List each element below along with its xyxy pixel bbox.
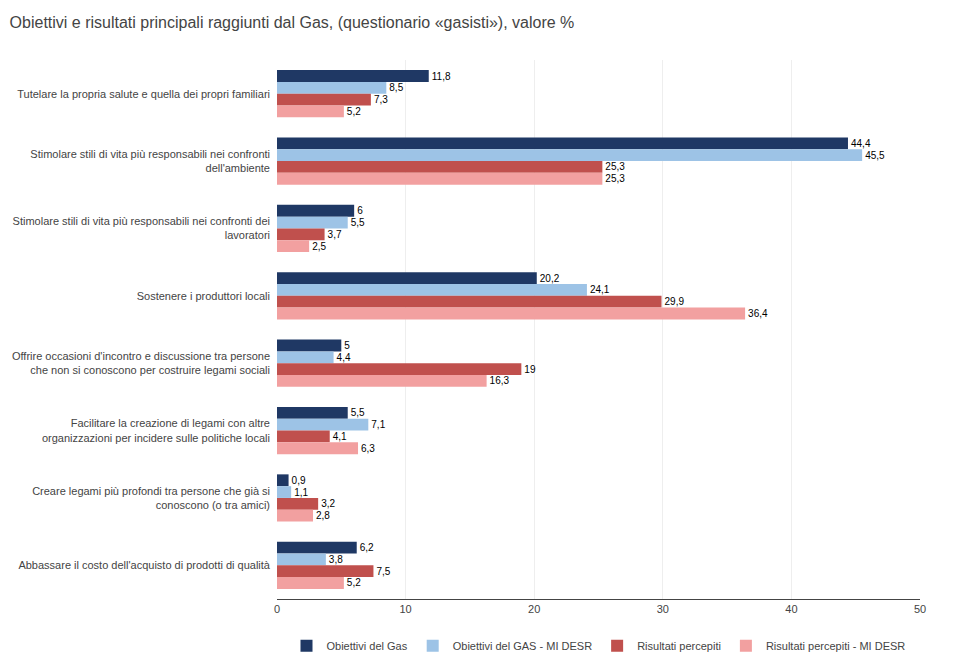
svg-text:Obiettivi del GAS - MI DESR: Obiettivi del GAS - MI DESR xyxy=(453,640,592,652)
svg-text:Stimolare stili di vita più re: Stimolare stili di vita più responsabili… xyxy=(30,148,270,174)
svg-text:Facilitare la creazione di leg: Facilitare la creazione di legami con al… xyxy=(42,417,270,443)
svg-text:Abbassare il costo dell'acquis: Abbassare il costo dell'acquisto di prod… xyxy=(18,559,270,571)
svg-text:30: 30 xyxy=(657,603,669,615)
svg-text:5: 5 xyxy=(344,340,350,351)
svg-text:44,4: 44,4 xyxy=(851,138,871,149)
svg-text:45,5: 45,5 xyxy=(865,150,885,161)
svg-text:7,1: 7,1 xyxy=(371,419,385,430)
svg-text:40: 40 xyxy=(785,603,797,615)
svg-text:25,3: 25,3 xyxy=(605,161,625,172)
svg-text:7,5: 7,5 xyxy=(376,566,390,577)
svg-text:5,2: 5,2 xyxy=(347,577,361,588)
svg-text:29,9: 29,9 xyxy=(665,296,685,307)
svg-text:16,3: 16,3 xyxy=(490,375,510,386)
svg-text:1,1: 1,1 xyxy=(294,487,308,498)
svg-text:20,2: 20,2 xyxy=(540,273,560,284)
svg-text:36,4: 36,4 xyxy=(748,308,768,319)
svg-text:4,4: 4,4 xyxy=(337,352,351,363)
svg-text:5,5: 5,5 xyxy=(351,407,365,418)
svg-text:Creare legami più profondi tra: Creare legami più profondi tra persone c… xyxy=(32,485,270,511)
svg-text:Tutelare la propria salute e q: Tutelare la propria salute e quella dei … xyxy=(17,88,270,100)
svg-text:25,3: 25,3 xyxy=(605,173,625,184)
svg-text:3,8: 3,8 xyxy=(329,554,343,565)
svg-text:50: 50 xyxy=(914,603,926,615)
svg-text:Stimolare stili di vita più re: Stimolare stili di vita più responsabili… xyxy=(13,215,270,241)
svg-text:8,5: 8,5 xyxy=(389,82,403,93)
svg-text:Obiettivi del Gas: Obiettivi del Gas xyxy=(327,640,408,652)
svg-text:Risultati percepiti: Risultati percepiti xyxy=(637,640,721,652)
svg-text:3,7: 3,7 xyxy=(328,229,342,240)
svg-text:0,9: 0,9 xyxy=(292,475,306,486)
svg-text:Risultati percepiti - MI DESR: Risultati percepiti - MI DESR xyxy=(766,640,905,652)
svg-text:2,5: 2,5 xyxy=(312,241,326,252)
svg-text:11,8: 11,8 xyxy=(432,71,451,82)
svg-text:6,3: 6,3 xyxy=(361,443,375,454)
svg-text:19: 19 xyxy=(524,364,536,375)
svg-text:3,2: 3,2 xyxy=(321,498,335,509)
svg-text:2,8: 2,8 xyxy=(316,510,330,521)
svg-text:6,2: 6,2 xyxy=(360,542,374,553)
svg-text:5,5: 5,5 xyxy=(351,217,365,228)
svg-text:20: 20 xyxy=(528,603,540,615)
svg-text:10: 10 xyxy=(399,603,411,615)
svg-text:0: 0 xyxy=(274,603,280,615)
svg-text:6: 6 xyxy=(357,205,363,216)
svg-text:7,3: 7,3 xyxy=(374,94,388,105)
svg-text:24,1: 24,1 xyxy=(590,284,610,295)
svg-text:4,1: 4,1 xyxy=(333,431,347,442)
svg-text:Offrire occasioni d'incontro e: Offrire occasioni d'incontro e discussio… xyxy=(12,350,270,376)
svg-text:Sostenere i produttori locali: Sostenere i produttori locali xyxy=(137,290,270,302)
svg-text:5,2: 5,2 xyxy=(347,106,361,117)
svg-text:Obiettivi e risultati principa: Obiettivi e risultati principali raggiun… xyxy=(10,14,575,31)
